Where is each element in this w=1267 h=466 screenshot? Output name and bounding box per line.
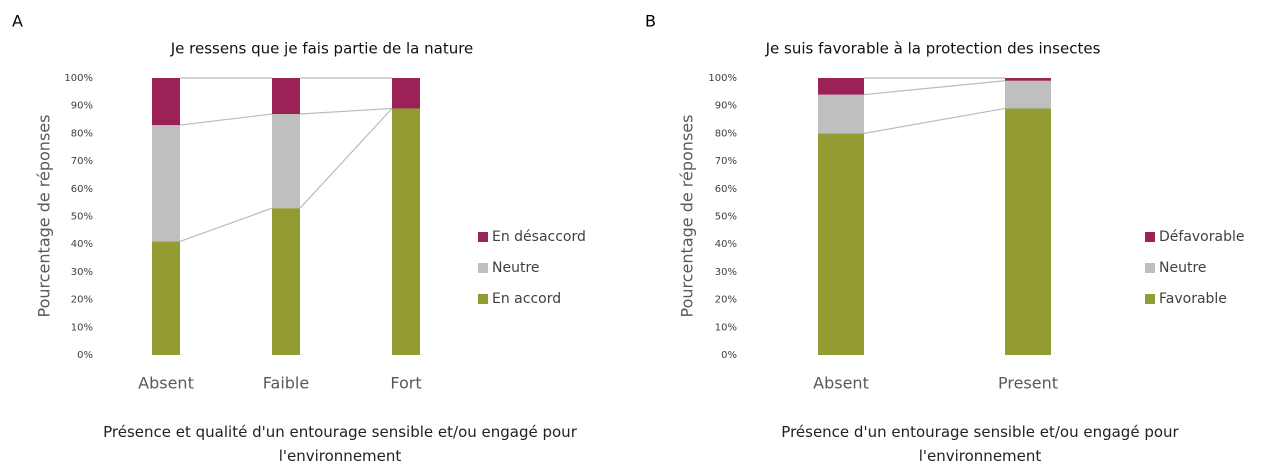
x-axis-title: Présence d'un entourage sensible et/ou e… xyxy=(781,423,1179,465)
y-tick-label: 100% xyxy=(708,73,737,84)
chart-title: Je ressens que je fais partie de la natu… xyxy=(170,40,474,58)
bar-segment xyxy=(818,78,864,95)
legend-label: Neutre xyxy=(1159,260,1207,276)
y-tick-label: 100% xyxy=(64,73,93,84)
x-axis-title: Présence et qualité d'un entourage sensi… xyxy=(103,423,577,465)
bar-segment xyxy=(152,78,180,126)
legend-label: En accord xyxy=(492,291,561,307)
legend-swatch xyxy=(1145,294,1155,304)
bar-segment xyxy=(272,78,300,115)
bar-segment xyxy=(152,241,180,355)
y-tick-label: 70% xyxy=(715,156,737,167)
legend-swatch xyxy=(1145,263,1155,273)
legend-swatch xyxy=(478,263,488,273)
y-axis-label: Pourcentage de réponses xyxy=(678,115,697,318)
x-tick-label: Absent xyxy=(138,374,194,393)
legend-swatch xyxy=(1145,232,1155,242)
x-tick-label: Present xyxy=(998,374,1058,393)
legend-swatch xyxy=(478,232,488,242)
y-tick-label: 20% xyxy=(71,295,93,306)
connector-line xyxy=(863,80,1006,96)
y-tick-label: 60% xyxy=(715,184,737,195)
connector-line xyxy=(179,207,273,242)
y-tick-label: 80% xyxy=(71,128,93,139)
y-tick-label: 50% xyxy=(715,212,737,223)
bar-segment xyxy=(1005,78,1051,81)
x-tick-label: Absent xyxy=(813,374,869,393)
bar-segment xyxy=(1005,80,1051,109)
legend-swatch xyxy=(478,294,488,304)
bar-segment xyxy=(152,125,180,242)
legend-label: Favorable xyxy=(1159,291,1227,307)
y-tick-label: 10% xyxy=(715,322,737,333)
bar-segment xyxy=(818,94,864,134)
y-tick-label: 80% xyxy=(715,128,737,139)
bar-segment xyxy=(1005,108,1051,355)
y-tick-label: 90% xyxy=(71,101,93,112)
y-tick-label: 90% xyxy=(715,101,737,112)
y-tick-label: 30% xyxy=(715,267,737,278)
y-tick-label: 40% xyxy=(71,239,93,250)
y-tick-label: 10% xyxy=(71,322,93,333)
bar-segment xyxy=(272,114,300,209)
connector-line xyxy=(863,107,1006,134)
legend-label: Neutre xyxy=(492,260,540,276)
bar-segment xyxy=(818,133,864,355)
connector-line xyxy=(179,113,273,126)
y-tick-label: 0% xyxy=(721,350,737,361)
y-tick-label: 70% xyxy=(71,156,93,167)
y-axis-label: Pourcentage de réponses xyxy=(35,115,54,318)
bar-segment xyxy=(392,108,420,355)
chart-title: Je suis favorable à la protection des in… xyxy=(765,40,1101,58)
legend-label: Défavorable xyxy=(1159,229,1244,245)
y-tick-label: 60% xyxy=(71,184,93,195)
y-tick-label: 40% xyxy=(715,239,737,250)
bar-segment xyxy=(272,208,300,355)
x-tick-label: Fort xyxy=(390,374,421,393)
legend-label: En désaccord xyxy=(492,229,586,245)
y-tick-label: 0% xyxy=(77,350,93,361)
y-tick-label: 20% xyxy=(715,295,737,306)
x-tick-label: Faible xyxy=(263,374,309,393)
y-tick-label: 30% xyxy=(71,267,93,278)
panel-label: A xyxy=(12,12,23,31)
y-tick-label: 50% xyxy=(71,212,93,223)
connector-line xyxy=(299,107,393,115)
panel-label: B xyxy=(645,12,656,31)
connector-line xyxy=(299,108,393,209)
bar-segment xyxy=(392,78,420,109)
